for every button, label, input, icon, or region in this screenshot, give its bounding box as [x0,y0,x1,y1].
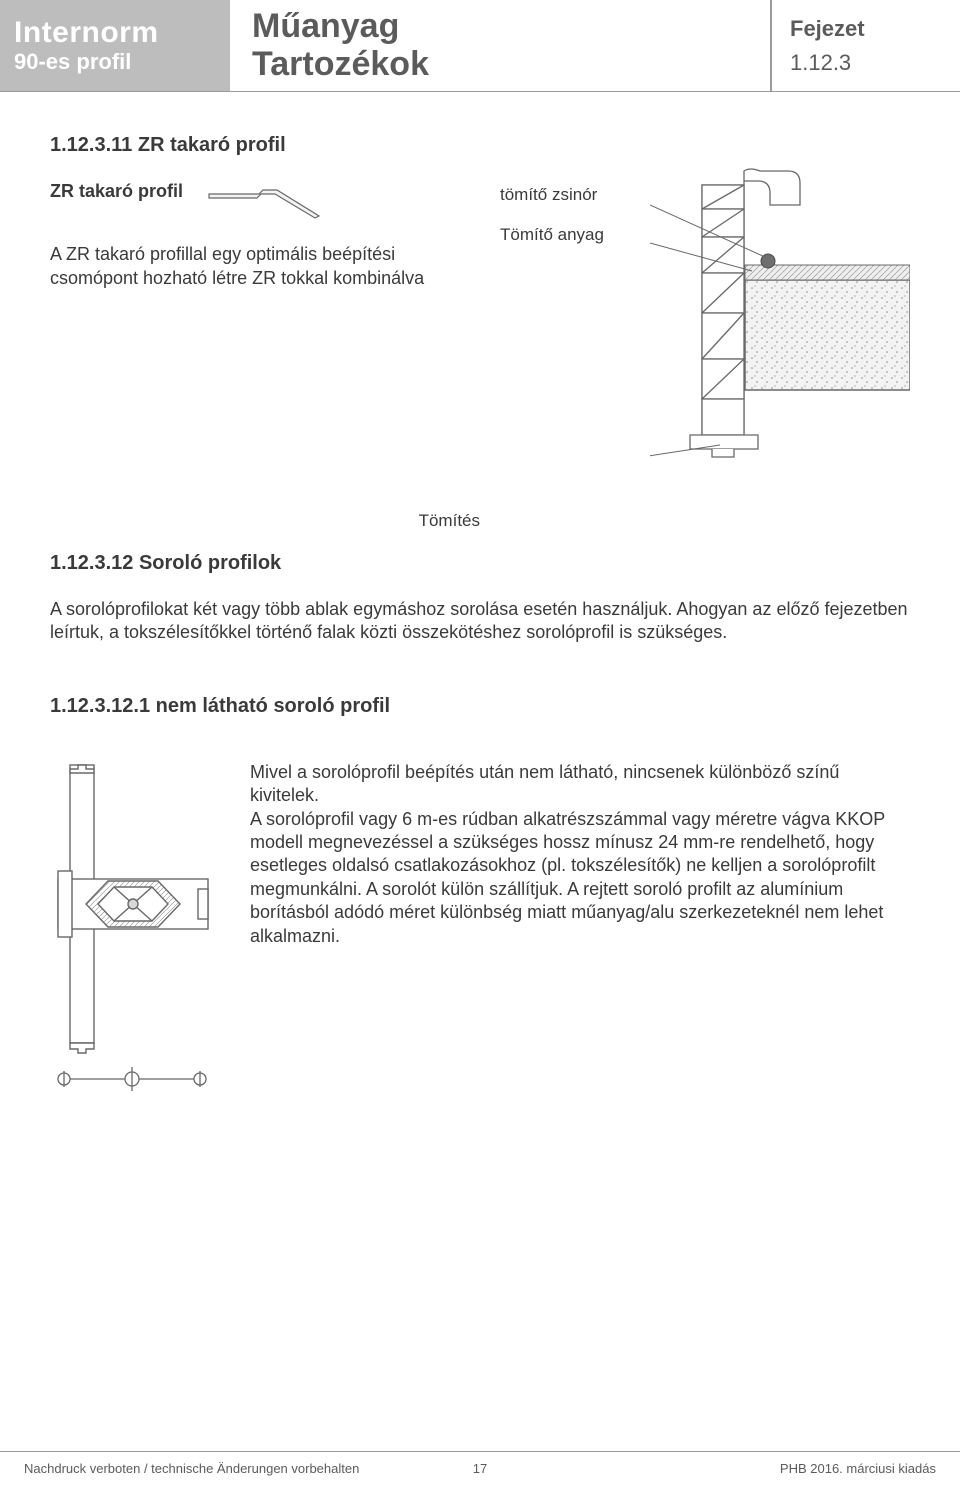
callout-tomites: Tömítés [50,510,910,532]
section3-heading: 1.12.3.12.1 nem látható soroló profil [50,693,910,719]
chapter-number: 1.12.3 [790,50,940,76]
footer-right: PHB 2016. márciusi kiadás [510,1461,936,1476]
section1-left: ZR takaró profil A ZR takaró profillal e… [50,180,480,290]
chapter-label: Fejezet [790,16,940,42]
section1-intro: A ZR takaró profillal egy optimális beép… [50,243,480,290]
page-content: 1.12.3.11 ZR takaró profil ZR takaró pro… [0,92,960,1097]
title-block: Műanyag Tartozékok [230,0,770,91]
footer-page-number: 17 [450,1461,510,1476]
title-line1: Műanyag [252,8,770,45]
callout-anyag: Tömítő anyag [500,224,604,246]
section3-row: Mivel a sorolóprofil beépítés után nem l… [50,761,910,1097]
section2: 1.12.3.12 Soroló profilok A sorolóprofil… [50,550,910,645]
brand-name: Internorm [14,17,216,49]
section1-subheading: ZR takaró profil [50,180,183,203]
footer-left: Nachdruck verboten / technische Änderung… [24,1461,450,1476]
section3: 1.12.3.12.1 nem látható soroló profil [50,693,910,1097]
title-line2: Tartozékok [252,46,770,83]
zr-cross-section-diagram-icon [650,150,910,470]
sorolo-profile-diagram-icon [50,761,220,1097]
page-header: Internorm 90-es profil Műanyag Tartozéko… [0,0,960,92]
section2-body: A sorolóprofilokat két vagy több ablak e… [50,598,910,645]
brand-block: Internorm 90-es profil [0,0,230,91]
zr-profile-small-diagram-icon [207,180,347,220]
section2-heading: 1.12.3.12 Soroló profilok [50,550,910,576]
brand-subtitle: 90-es profil [14,50,216,74]
section3-body: Mivel a sorolóprofil beépítés után nem l… [250,761,910,1097]
page-footer: Nachdruck verboten / technische Änderung… [0,1451,960,1485]
callout-zsinor: tömítő zsinór [500,184,597,206]
chapter-block: Fejezet 1.12.3 [770,0,940,91]
section1-row: ZR takaró profil A ZR takaró profillal e… [50,180,910,470]
section1-right: tömítő zsinór Tömítő anyag [500,180,910,470]
